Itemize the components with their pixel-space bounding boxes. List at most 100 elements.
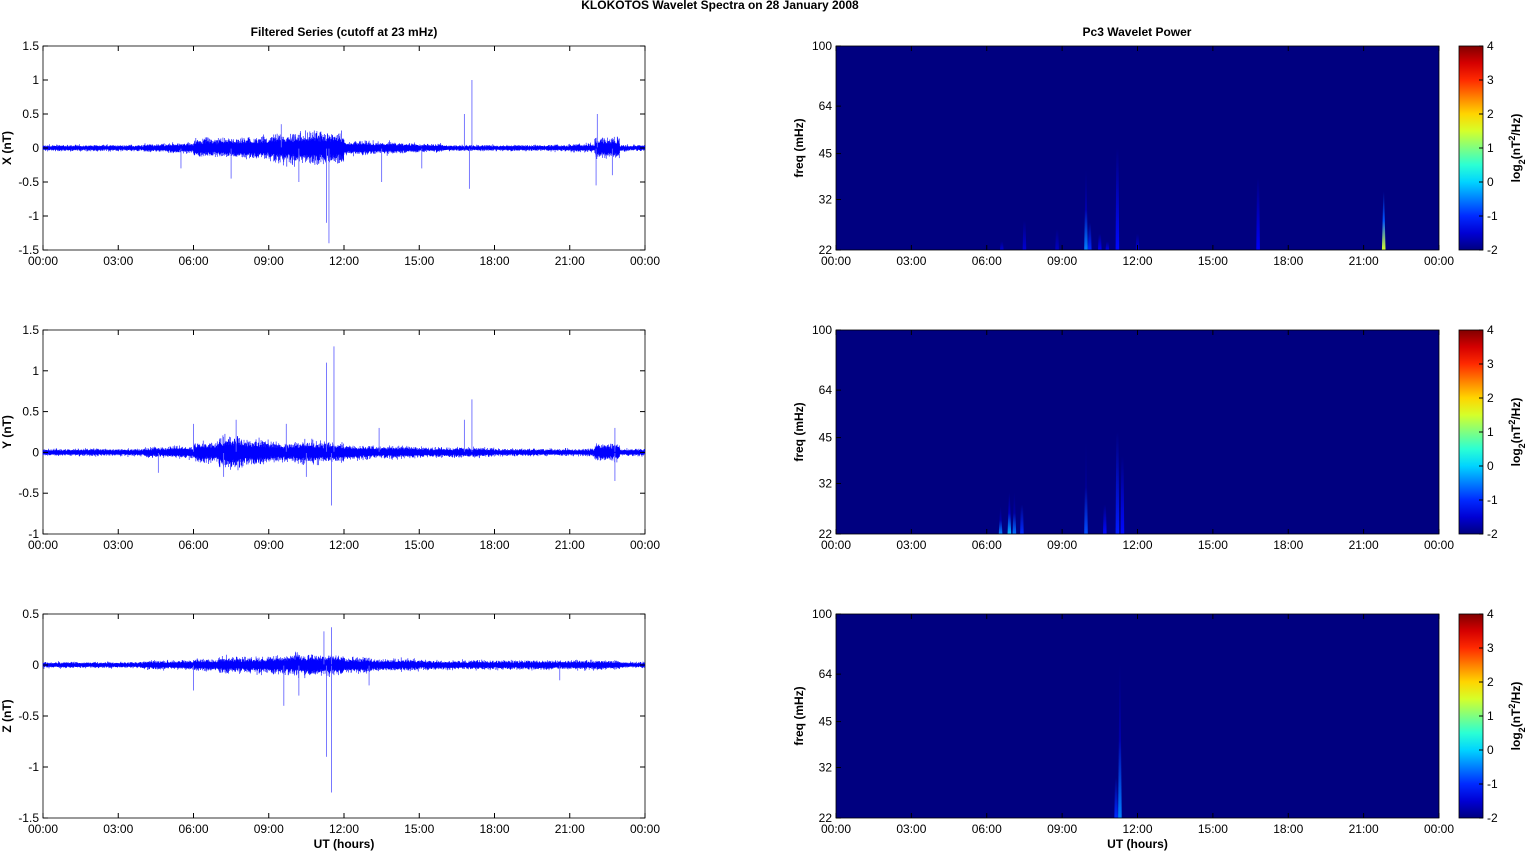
colorbar-tick-label: 3: [1487, 641, 1494, 655]
figure-title: KLOKOTOS Wavelet Spectra on 28 January 2…: [581, 0, 859, 12]
y-tick-label: 64: [819, 99, 833, 113]
y-tick-label: -1.5: [18, 811, 39, 825]
colorbar-tick-label: 2: [1487, 675, 1494, 689]
x-tick-label: 21:00: [555, 822, 585, 836]
x-tick-label: 00:00: [1424, 822, 1454, 836]
colorbar-tick-label: -1: [1487, 493, 1498, 507]
right-column-title: Pc3 Wavelet Power: [1083, 25, 1192, 39]
y-tick-label: 100: [812, 39, 832, 53]
x-tick-label: 03:00: [896, 254, 926, 268]
spectral-power-streak: [1115, 330, 1120, 534]
spectral-power-streak: [1012, 492, 1017, 534]
colorbar-tick-label: 3: [1487, 73, 1494, 87]
plot-area: [42, 613, 646, 819]
spectrogram-image: [836, 614, 1439, 818]
y-tick-label: 32: [819, 477, 833, 491]
spectral-power-streak: [1055, 208, 1059, 250]
x-tick-label: 21:00: [1349, 822, 1379, 836]
y-tick-label: 45: [819, 147, 833, 161]
colorbar-tick-label: -1: [1487, 777, 1498, 791]
x-tick-label: 00:00: [28, 254, 58, 268]
x-tick-label: 21:00: [555, 254, 585, 268]
colorbar-tick-label: 0: [1487, 459, 1494, 473]
y-axis-label: freq (mHz): [792, 118, 806, 177]
x-tick-label: 18:00: [1273, 822, 1303, 836]
colorbar-tick-label: -2: [1487, 527, 1498, 541]
colorbar-tick-label: 4: [1487, 39, 1494, 53]
spectral-power-streak: [998, 506, 1003, 534]
x-tick-label: 21:00: [555, 538, 585, 552]
x-axis-label: UT (hours): [1107, 837, 1168, 851]
y-tick-label: 1: [32, 364, 39, 378]
y-tick-label: 45: [819, 431, 833, 445]
spectrogram-image: [836, 330, 1439, 534]
x-tick-label: 03:00: [103, 538, 133, 552]
y-tick-label: -0.5: [18, 709, 39, 723]
colorbar-tick-label: 2: [1487, 391, 1494, 405]
timeseries-panel-x: -1.5 -1 -0.5 0 0.5 1 1.5 X (nT) 00:00 03:00 06:00 0…: [0, 39, 660, 268]
y-tick-label: 0.5: [22, 405, 39, 419]
x-tick-label: 12:00: [1122, 822, 1152, 836]
x-tick-label: 12:00: [1122, 538, 1152, 552]
x-tick-label: 18:00: [1273, 538, 1303, 552]
y-tick-label: -0.5: [18, 175, 39, 189]
x-tick-label: 00:00: [630, 822, 660, 836]
y-tick-label: 32: [819, 761, 833, 775]
x-tick-label: 15:00: [404, 538, 434, 552]
y-tick-label: 0.5: [22, 607, 39, 621]
x-tick-label: 00:00: [630, 254, 660, 268]
y-axis-label: Y (nT): [0, 415, 14, 449]
x-tick-label: 12:00: [329, 538, 359, 552]
spectral-power-streak: [1103, 475, 1107, 534]
y-tick-label: 1.5: [22, 323, 39, 337]
x-tick-label: 15:00: [404, 822, 434, 836]
colorbar-tick-label: 1: [1487, 709, 1494, 723]
y-tick-label: 0.5: [22, 107, 39, 121]
left-column-title: Filtered Series (cutoff at 23 mHz): [251, 25, 438, 39]
colorbar-label: log2(nT2/Hz): [1507, 682, 1526, 751]
spectral-power-streak: [1000, 232, 1004, 250]
x-tick-label: 09:00: [1047, 538, 1077, 552]
x-tick-label: 09:00: [1047, 254, 1077, 268]
plot-area: [42, 329, 646, 535]
x-tick-label: 06:00: [972, 254, 1002, 268]
spectral-power-streak: [1087, 195, 1092, 250]
x-tick-label: 00:00: [630, 538, 660, 552]
x-tick-label: 15:00: [1198, 822, 1228, 836]
x-tick-label: 00:00: [821, 538, 851, 552]
x-tick-label: 06:00: [178, 822, 208, 836]
y-axis-label: X (nT): [0, 131, 14, 165]
x-tick-label: 12:00: [329, 254, 359, 268]
y-tick-label: -1: [28, 209, 39, 223]
y-tick-label: 100: [812, 607, 832, 621]
y-tick-label: 45: [819, 715, 833, 729]
spectrogram-image: [836, 46, 1439, 250]
x-tick-label: 12:00: [329, 822, 359, 836]
x-tick-label: 06:00: [972, 538, 1002, 552]
spectral-power-streak: [1120, 378, 1125, 534]
x-tick-label: 03:00: [103, 822, 133, 836]
spectral-power-streak: [1020, 475, 1024, 534]
x-tick-label: 00:00: [821, 822, 851, 836]
x-tick-label: 00:00: [1424, 538, 1454, 552]
colorbar-label: log2(nT2/Hz): [1507, 398, 1526, 467]
colorbar-tick-label: -2: [1487, 811, 1498, 825]
x-tick-label: 00:00: [1424, 254, 1454, 268]
colorbar-tick-label: 4: [1487, 323, 1494, 337]
timeseries-panel-z: -1.5 -1 -0.5 0 0.5 Z (nT) 00:00 03:00 06:00 09:00…: [0, 607, 660, 851]
spectral-power-streak: [1114, 737, 1118, 818]
spectral-power-streak: [1084, 169, 1088, 250]
colorbar-tick-label: 1: [1487, 425, 1494, 439]
x-tick-label: 15:00: [1198, 538, 1228, 552]
y-tick-label: 64: [819, 667, 833, 681]
x-tick-label: 00:00: [28, 822, 58, 836]
colorbar-tick-label: -2: [1487, 243, 1498, 257]
colorbar-tick-label: 1: [1487, 141, 1494, 155]
colorbar-tick-label: 0: [1487, 743, 1494, 757]
y-tick-label: -1: [28, 527, 39, 541]
x-tick-label: 18:00: [479, 822, 509, 836]
